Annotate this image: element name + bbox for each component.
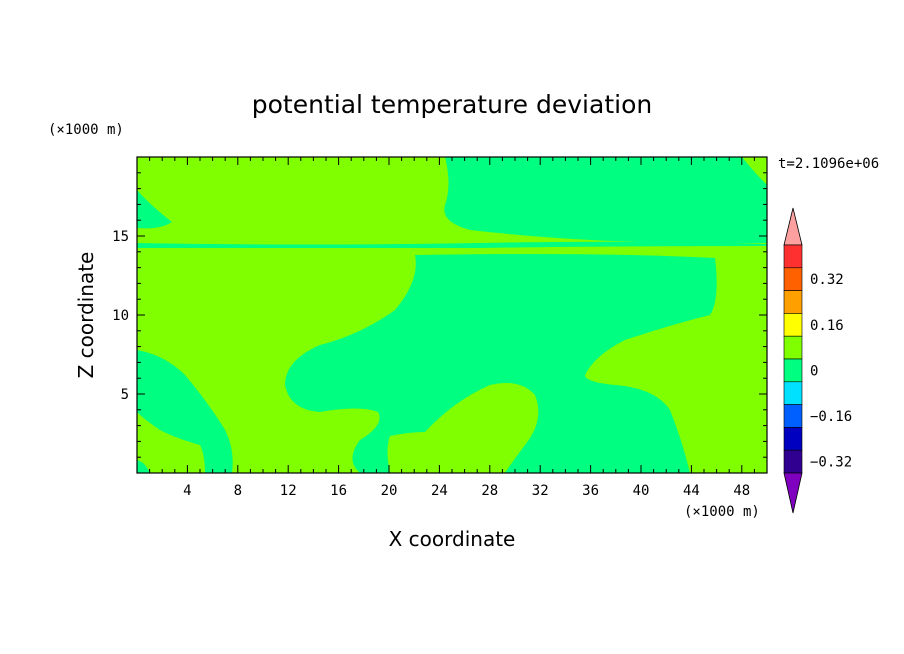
x-tick-label: 4	[183, 483, 191, 499]
colorbar-swatch	[783, 335, 803, 360]
x-tick-label: 44	[683, 483, 700, 499]
x-tick-label: 32	[532, 483, 549, 499]
x-tick-label: 28	[481, 483, 498, 499]
x-tick-label: 8	[234, 483, 242, 499]
region-teal-left	[137, 350, 233, 473]
y-tick-label: 5	[121, 387, 129, 403]
colorbar-bottom-arrow	[783, 472, 803, 514]
x-axis-label: X coordinate	[389, 527, 516, 551]
region-teal-main	[285, 254, 717, 473]
colorbar-swatch	[783, 427, 803, 451]
colorbar-top-arrow	[783, 207, 803, 246]
colorbar-swatch	[783, 449, 803, 474]
x-tick-label: 16	[330, 483, 347, 499]
x-tick-label: 12	[280, 483, 297, 499]
chart-title: potential temperature deviation	[252, 90, 652, 119]
region-teal-bottomleft	[137, 460, 150, 473]
y-tick-label: 15	[112, 229, 129, 245]
colorbar-label: 0	[810, 363, 818, 379]
y-tick-label: 10	[112, 308, 129, 324]
y-axis-label: Z coordinate	[74, 252, 98, 379]
colorbar-label: 0.16	[810, 318, 844, 334]
x-tick-label: 40	[633, 483, 650, 499]
colorbar-swatch	[783, 404, 803, 428]
colorbar-swatch	[783, 290, 803, 314]
region-green-rightedge	[745, 345, 767, 395]
region-teal-topleft	[137, 190, 172, 229]
y-unit-label: (×1000 m)	[48, 122, 124, 138]
colorbar-swatch	[783, 267, 803, 291]
colorbar: 0.32 0.16 0 −0.16 −0.32	[783, 207, 852, 514]
time-label: t=2.1096e+06	[778, 156, 879, 172]
x-tick-label: 36	[582, 483, 599, 499]
colorbar-swatch	[783, 381, 803, 405]
colorbar-swatch	[783, 244, 803, 269]
colorbar-label: −0.32	[810, 455, 852, 471]
colorbar-swatch	[783, 313, 803, 337]
colorbar-swatch	[783, 358, 803, 383]
x-tick-label: 48	[733, 483, 750, 499]
x-unit-label: (×1000 m)	[684, 504, 760, 520]
region-teal-strip	[137, 241, 767, 248]
colorbar-label: −0.16	[810, 409, 852, 425]
x-tick-label: 20	[381, 483, 398, 499]
region-teal-top	[444, 157, 767, 244]
colorbar-label: 0.32	[810, 272, 844, 288]
x-tick-label: 24	[431, 483, 448, 499]
